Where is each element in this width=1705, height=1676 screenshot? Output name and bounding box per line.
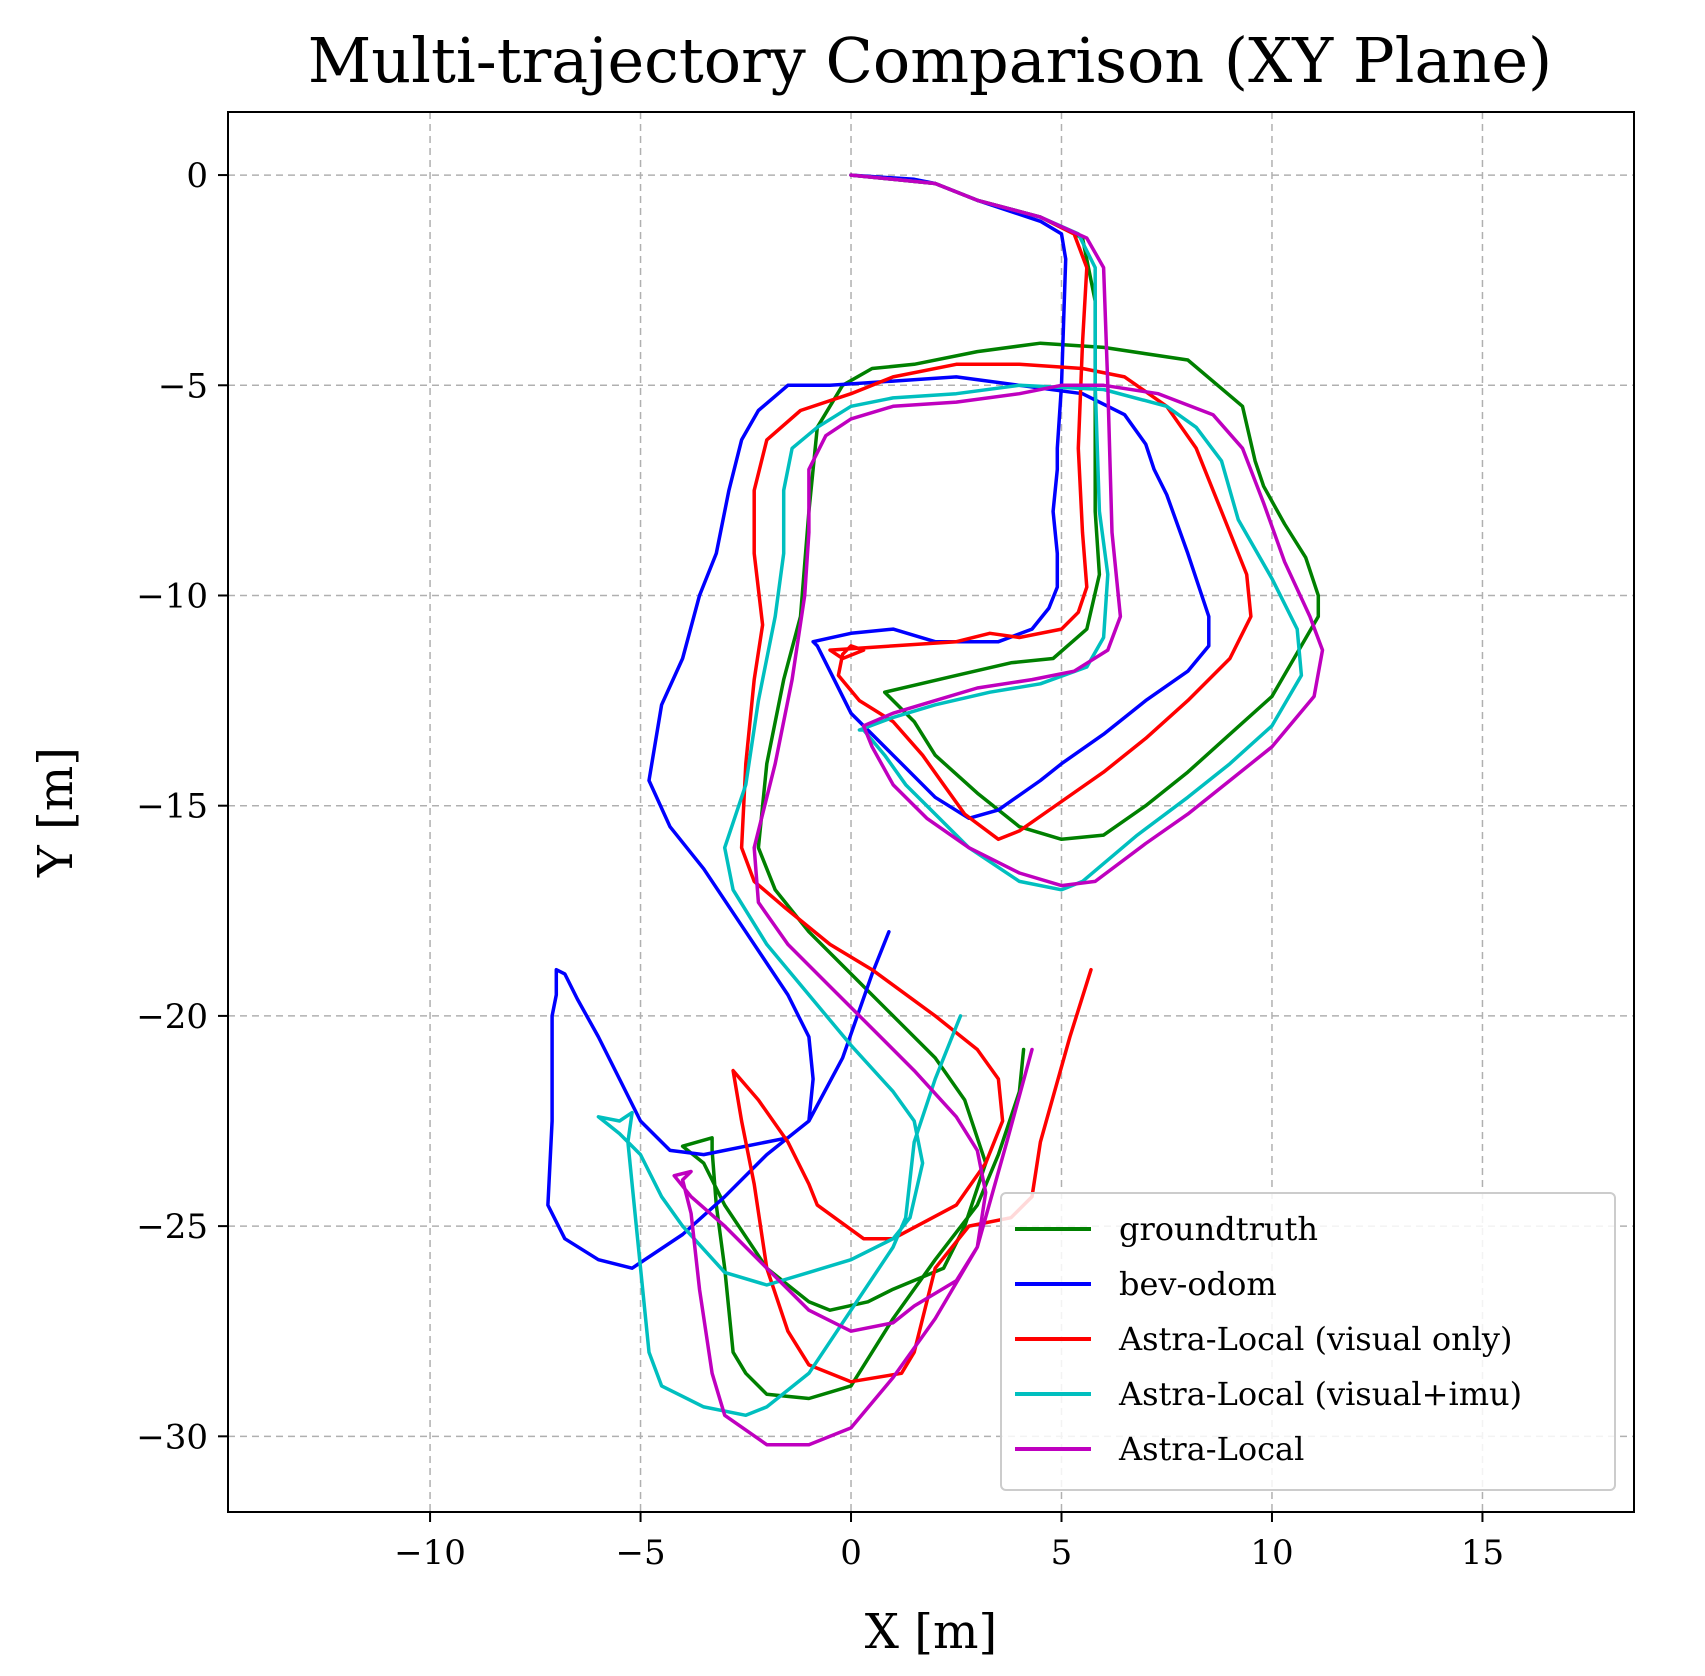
y-tick-label: −30: [136, 1417, 208, 1457]
legend-label: groundtruth: [1119, 1210, 1318, 1248]
y-tick-label: 0: [186, 156, 208, 196]
series-line-5: [672, 173, 1325, 1447]
legend-label: Astra-Local: [1118, 1430, 1304, 1468]
legend: groundtruth bev-odom Astra-Local (visual o…: [1000, 1192, 1616, 1491]
series-line-4: [596, 173, 1304, 1418]
series-line-2: [546, 173, 1211, 1270]
x-tick-label: 15: [1461, 1533, 1504, 1573]
axis-ticks: −10 −5 0 5 10 15 0 −5 −10 −15 −20 −25 −30: [136, 156, 1504, 1573]
y-tick-label: −5: [158, 366, 208, 406]
x-tick-label: −10: [394, 1533, 466, 1573]
y-tick-label: −20: [136, 997, 208, 1037]
x-axis-label: X [m]: [865, 1604, 997, 1660]
plot-frame: [227, 111, 1635, 1513]
x-tick-label: −5: [615, 1533, 665, 1573]
y-axis-label: Y [m]: [28, 747, 84, 878]
legend-label: bev-odom: [1119, 1265, 1277, 1303]
series-layer: [546, 173, 1325, 1447]
y-tick-label: −15: [136, 787, 208, 827]
legend-label: Astra-Local (visual+imu): [1118, 1375, 1522, 1413]
y-tick-label: −25: [136, 1207, 208, 1247]
series-line-3: [731, 173, 1253, 1384]
grid-lines: [228, 112, 1634, 1512]
x-tick-label: 0: [840, 1533, 862, 1573]
x-tick-label: 5: [1051, 1533, 1073, 1573]
x-tick-label: 10: [1250, 1533, 1293, 1573]
chart-title: Multi-trajectory Comparison (XY Plane): [308, 24, 1552, 97]
y-tick-label: −10: [136, 576, 208, 616]
legend-label: Astra-Local (visual only): [1118, 1320, 1512, 1358]
legend-box: [1000, 1192, 1616, 1491]
